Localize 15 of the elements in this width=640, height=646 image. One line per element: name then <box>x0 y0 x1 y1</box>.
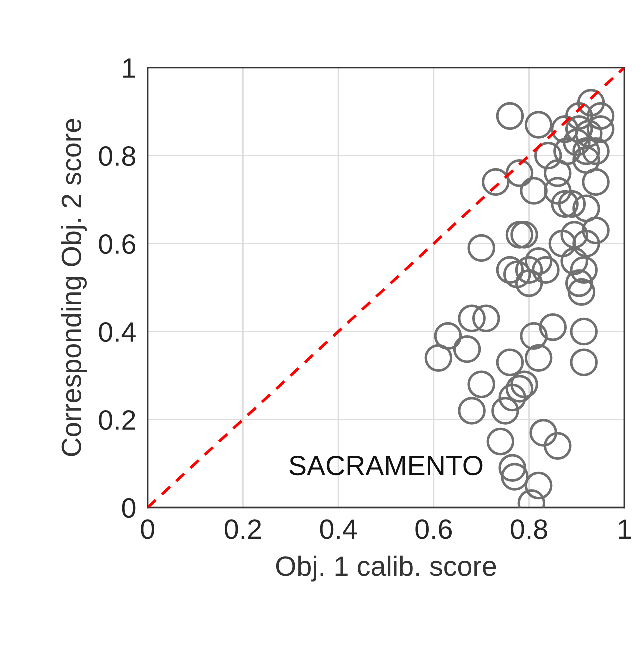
y-axis-title: Corresponding Obj. 2 score <box>61 119 88 456</box>
x-tick-label: 0.6 <box>416 520 452 540</box>
y-tick-label: 0.6 <box>99 234 136 254</box>
y-tick-label: 0.4 <box>99 322 136 342</box>
x-tick-label: 0 <box>141 520 154 540</box>
y-tick-label: 0.2 <box>99 410 136 430</box>
y-tick-label: 0 <box>122 498 136 518</box>
annotation: SACRAMENTO <box>290 456 483 476</box>
y-tick-label: 0.8 <box>99 146 136 166</box>
x-tick-label: 1 <box>619 520 632 539</box>
x-tick-label: 0.8 <box>511 520 548 540</box>
x-tick-label: 0.2 <box>224 520 262 540</box>
y-tick-label: 1 <box>123 58 136 78</box>
x-tick-label: 0.4 <box>320 520 358 540</box>
x-axis-title: Obj. 1 calib. score <box>276 556 496 582</box>
